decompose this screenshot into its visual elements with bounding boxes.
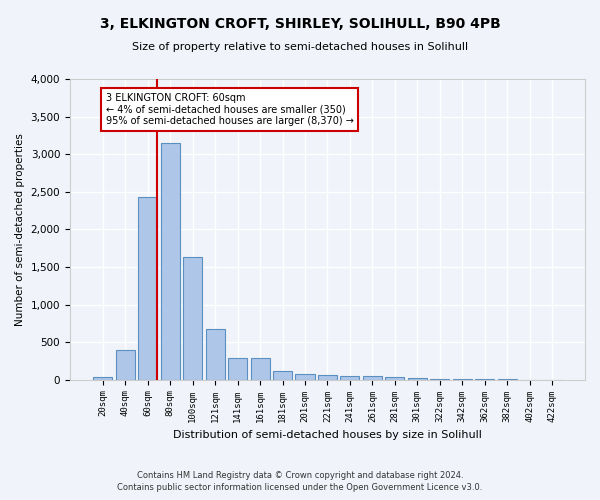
Text: Contains public sector information licensed under the Open Government Licence v3: Contains public sector information licen… — [118, 484, 482, 492]
X-axis label: Distribution of semi-detached houses by size in Solihull: Distribution of semi-detached houses by … — [173, 430, 482, 440]
Bar — [161, 143, 180, 380]
Bar — [363, 376, 382, 380]
Y-axis label: Number of semi-detached properties: Number of semi-detached properties — [15, 133, 25, 326]
Bar — [273, 370, 292, 380]
Text: 3 ELKINGTON CROFT: 60sqm
← 4% of semi-detached houses are smaller (350)
95% of s: 3 ELKINGTON CROFT: 60sqm ← 4% of semi-de… — [106, 92, 353, 126]
Bar — [318, 375, 337, 380]
Bar — [228, 358, 247, 380]
Text: Size of property relative to semi-detached houses in Solihull: Size of property relative to semi-detach… — [132, 42, 468, 52]
Bar — [340, 376, 359, 380]
Bar — [206, 330, 225, 380]
Bar — [430, 378, 449, 380]
Bar — [116, 350, 135, 380]
Bar — [94, 378, 112, 380]
Bar — [183, 257, 202, 380]
Text: Contains HM Land Registry data © Crown copyright and database right 2024.: Contains HM Land Registry data © Crown c… — [137, 471, 463, 480]
Bar — [251, 358, 269, 380]
Text: 3, ELKINGTON CROFT, SHIRLEY, SOLIHULL, B90 4PB: 3, ELKINGTON CROFT, SHIRLEY, SOLIHULL, B… — [100, 18, 500, 32]
Bar — [452, 379, 472, 380]
Bar — [385, 377, 404, 380]
Bar — [138, 197, 157, 380]
Bar — [408, 378, 427, 380]
Bar — [295, 374, 314, 380]
